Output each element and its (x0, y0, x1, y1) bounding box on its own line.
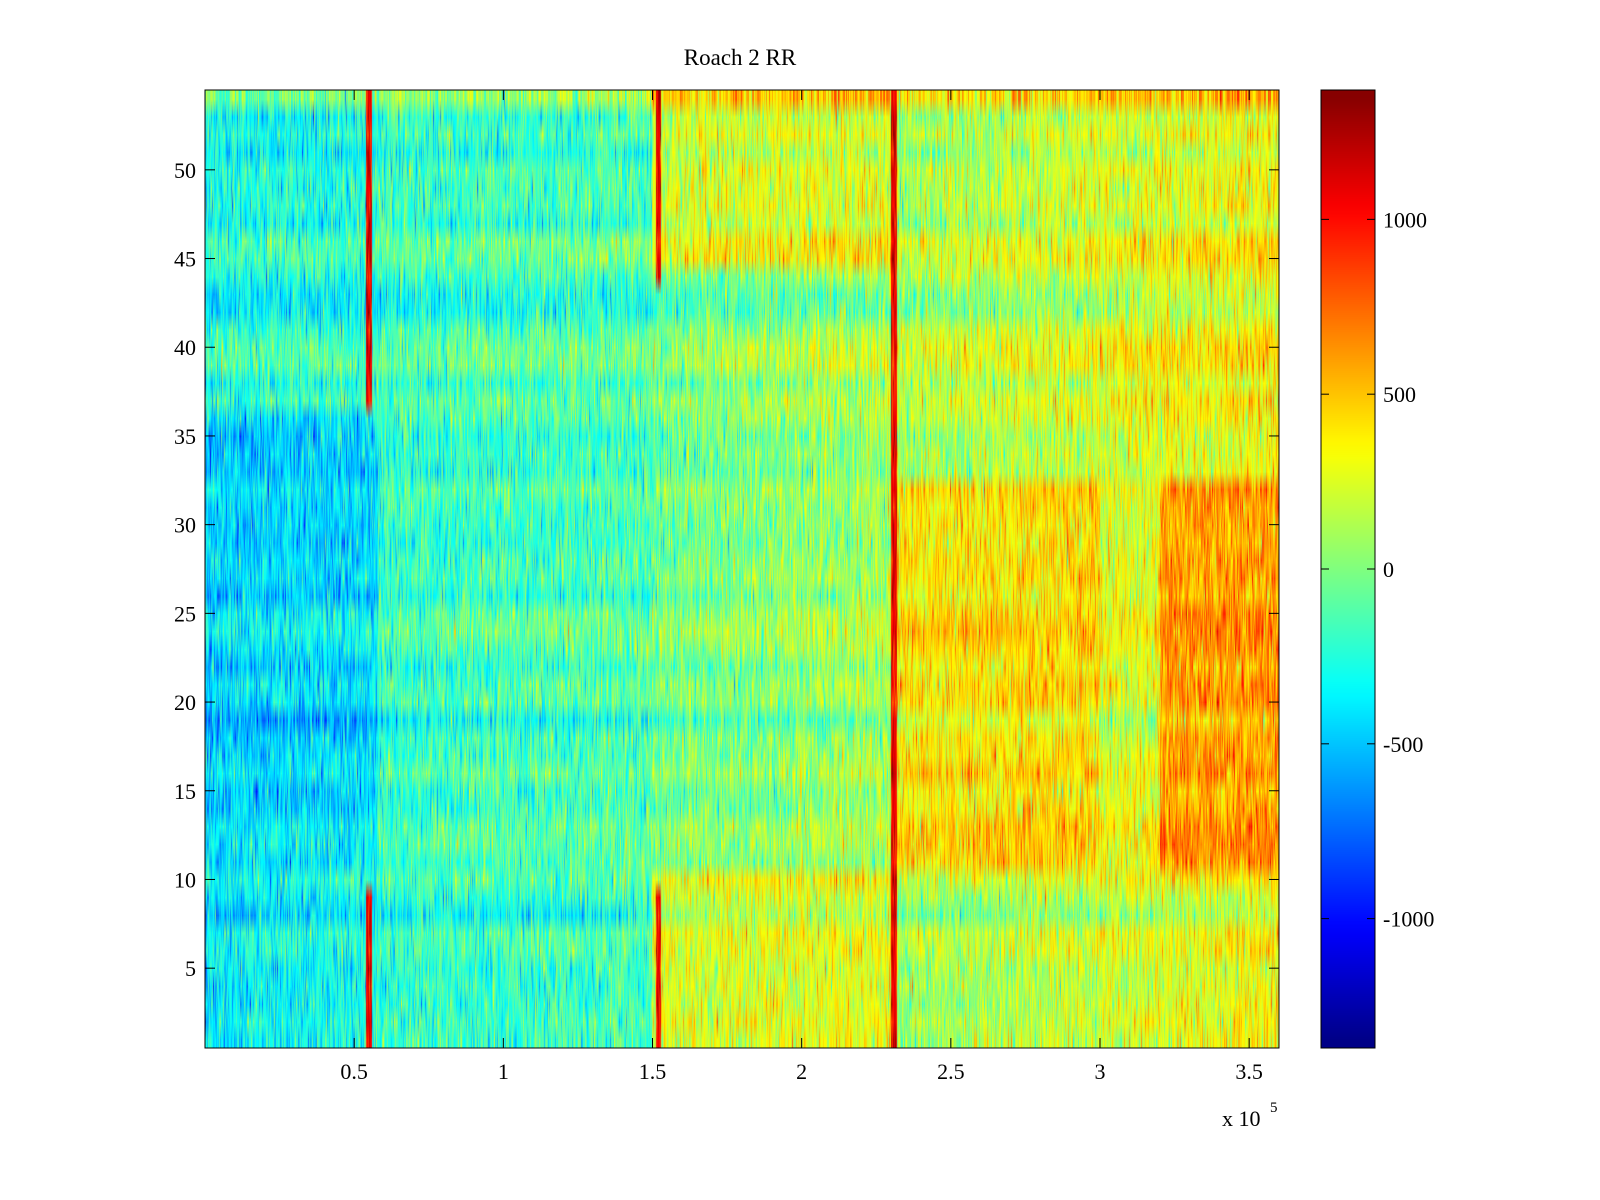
y-tick-label: 40 (174, 335, 196, 360)
colorbar-tick-label: -500 (1383, 732, 1423, 757)
x-axis-multiplier: x 10 5 (1222, 1100, 1278, 1131)
y-tick-label: 50 (174, 158, 196, 183)
x-tick-label: 2 (796, 1059, 807, 1084)
x-multiplier-label: x 10 (1222, 1106, 1261, 1131)
colorbar-gradient (1321, 90, 1375, 1048)
x-tick-label: 3 (1095, 1059, 1106, 1084)
colorbar-ticks: 1000 500 0 -500 -1000 (1321, 207, 1434, 932)
colorbar: 1000 500 0 -500 -1000 (1320, 89, 1434, 1049)
colorbar-tick-label: 500 (1383, 382, 1416, 407)
y-tick-label: 5 (185, 956, 196, 981)
y-axis-ticks: 5 10 15 20 25 30 35 40 45 50 (174, 158, 1279, 981)
chart-title: Roach 2 RR (684, 45, 797, 70)
colorbar-tick-label: 1000 (1383, 207, 1427, 232)
x-tick-label: 3.5 (1235, 1059, 1263, 1084)
y-tick-label: 15 (174, 779, 196, 804)
y-tick-label: 20 (174, 690, 196, 715)
x-axis-ticks: 0.5 1 1.5 2 2.5 3 3.5 (340, 90, 1263, 1084)
x-multiplier-exponent: 5 (1270, 1100, 1278, 1116)
heatmap-plot-area (204, 89, 1280, 1049)
y-tick-label: 45 (174, 247, 196, 272)
colorbar-tick-label: 0 (1383, 557, 1394, 582)
colorbar-tick-label: -1000 (1383, 907, 1434, 932)
x-tick-label: 0.5 (340, 1059, 368, 1084)
x-tick-label: 1 (498, 1059, 509, 1084)
y-tick-label: 25 (174, 601, 196, 626)
x-tick-label: 2.5 (937, 1059, 965, 1084)
y-tick-label: 10 (174, 867, 196, 892)
heatmap-image (205, 90, 1279, 1048)
y-tick-label: 35 (174, 424, 196, 449)
y-tick-label: 30 (174, 513, 196, 538)
x-tick-label: 1.5 (639, 1059, 667, 1084)
plot-frame (204, 89, 1280, 1049)
